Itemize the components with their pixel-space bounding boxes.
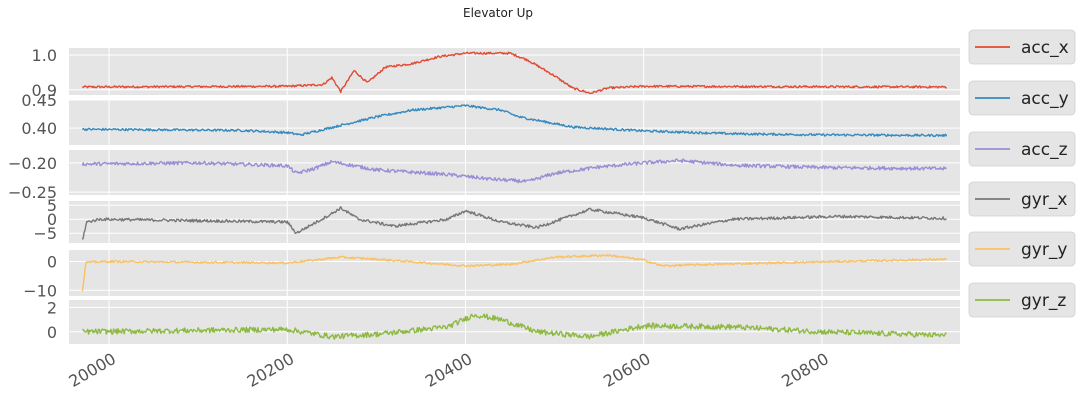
legend-label: acc_z [1021, 140, 1068, 160]
y-tick-label: 0.40 [21, 119, 57, 138]
x-tick-label: 20000 [66, 349, 120, 391]
y-tick-label: 2 [47, 298, 57, 317]
legend-gyr_x: gyr_x [968, 181, 1076, 217]
x-tick-label: 20400 [422, 349, 476, 391]
legend-box [968, 131, 1076, 167]
y-tick-label: 0.45 [21, 91, 57, 110]
series-line-gyr_y [81, 253, 947, 292]
series-line-gyr_x [81, 205, 947, 240]
series-line-acc_y [81, 104, 948, 138]
legend-label: gyr_z [1021, 291, 1066, 311]
legend-label: acc_x [1021, 38, 1069, 58]
legends: acc_x acc_y acc_z gyr_x gyr_y gyr_z [968, 29, 1076, 318]
plot-background [69, 201, 960, 243]
series-line-gyr_z [82, 313, 947, 340]
y-tick-label: −0.20 [8, 154, 57, 173]
x-tick-label: 20600 [600, 349, 654, 391]
y-tick-label: 0 [47, 253, 57, 272]
series-line-acc_z [81, 158, 947, 184]
subplot-acc_y: 0.40 0.45 [21, 91, 960, 145]
subplot-acc_x: 0.9 1.0 [32, 46, 960, 100]
plot-background [69, 150, 960, 195]
legend-label: gyr_x [1021, 190, 1067, 210]
y-tick-label: −0.25 [8, 183, 57, 202]
y-tick-label: 1.0 [32, 46, 57, 65]
legend-box [968, 29, 1076, 65]
legend-label: gyr_y [1021, 240, 1067, 260]
subplot-gyr_x: 50−5 [33, 196, 960, 243]
legend-gyr_y: gyr_y [968, 231, 1076, 267]
subplot-acc_z: −0.20 −0.25 [8, 150, 960, 202]
y-tick-label: −10 [23, 281, 57, 300]
x-tick-label: 20800 [778, 349, 832, 391]
x-axis: 20000 20200 20400 20600 20800 [66, 349, 832, 391]
legend-gyr_z: gyr_z [968, 282, 1076, 318]
series-line-acc_x [81, 51, 947, 95]
y-tick-label: −5 [33, 224, 57, 243]
legend-box [968, 80, 1076, 116]
y-tick-label: 0 [47, 210, 57, 229]
legend-acc_y: acc_y [968, 80, 1076, 116]
legend-box [968, 181, 1076, 217]
y-tick-label: 0 [47, 323, 57, 342]
y-tick-label: 0.9 [32, 81, 57, 100]
plot-background [69, 100, 960, 145]
legend-box [968, 231, 1076, 267]
legend-acc_x: acc_x [968, 29, 1076, 65]
plot-background [69, 250, 960, 296]
subplot-gyr_z: 20 [47, 298, 960, 344]
subplot-gyr_y: 0−10 [23, 250, 960, 300]
plot-background [69, 300, 960, 344]
y-tick-label: 5 [47, 196, 57, 215]
x-tick-label: 20200 [244, 349, 298, 391]
legend-box [968, 282, 1076, 318]
chart-title: Elevator Up [463, 6, 533, 20]
legend-label: acc_y [1021, 89, 1069, 109]
legend-acc_z: acc_z [968, 131, 1076, 167]
